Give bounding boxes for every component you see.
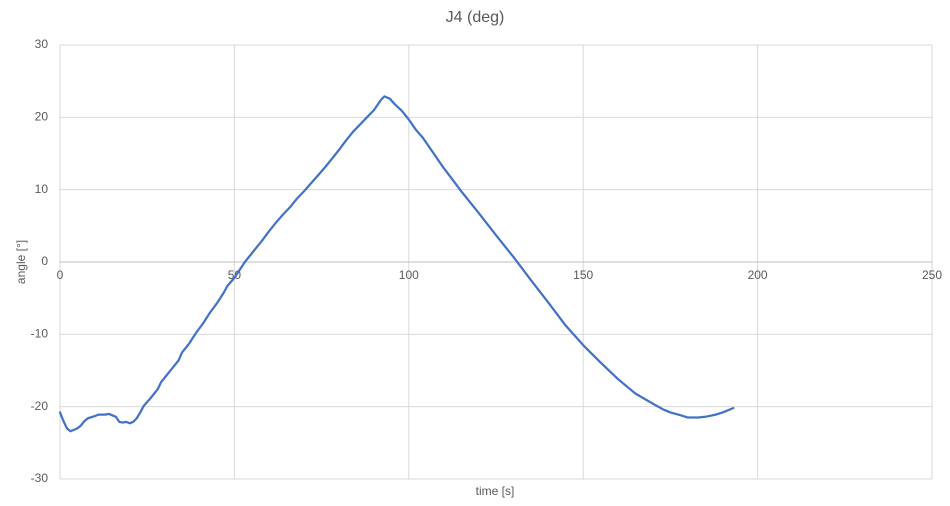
x-tick-label: 100 — [399, 268, 419, 282]
y-tick-label: 0 — [41, 254, 48, 268]
y-tick-label: -10 — [31, 327, 49, 341]
x-tick-label: 250 — [922, 268, 942, 282]
x-tick-label: 200 — [748, 268, 768, 282]
x-tick-label: 150 — [573, 268, 593, 282]
x-axis-label: time [s] — [476, 484, 515, 498]
y-tick-label: 10 — [35, 182, 49, 196]
y-tick-label: 20 — [35, 110, 49, 124]
x-tick-label: 0 — [57, 268, 64, 282]
y-axis-label: angle [°] — [14, 240, 28, 284]
data-line — [58, 95, 735, 433]
y-tick-label: -30 — [31, 471, 49, 485]
chart-title: J4 (deg) — [446, 9, 505, 26]
y-tick-label: 30 — [35, 37, 49, 51]
y-tick-label: -20 — [31, 399, 49, 413]
